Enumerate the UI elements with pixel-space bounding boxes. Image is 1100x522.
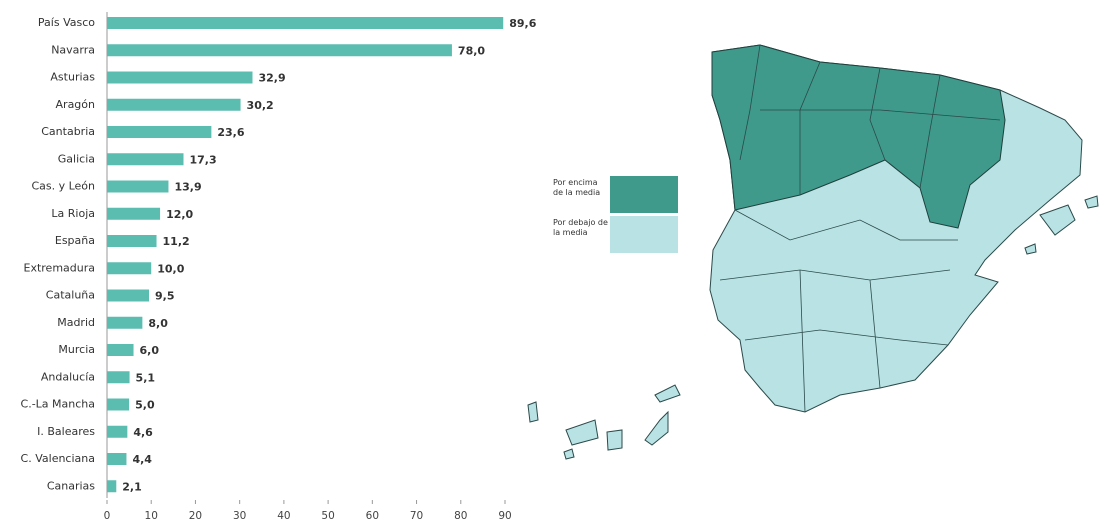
map-island — [644, 410, 669, 446]
bar — [107, 371, 130, 384]
legend-swatch — [610, 216, 678, 253]
bar — [107, 44, 452, 57]
y-tick-label: Galicia — [58, 152, 95, 165]
value-label: 32,9 — [258, 72, 285, 85]
y-tick-label: C.-La Mancha — [21, 398, 95, 411]
y-tick-label: País Vasco — [38, 16, 95, 29]
map-region — [711, 44, 1006, 229]
x-tick-label: 10 — [145, 510, 158, 522]
y-tick-label: Cas. y León — [31, 180, 95, 193]
legend-label: Por debajo de la media — [553, 218, 608, 237]
x-tick-label: 50 — [321, 510, 334, 522]
x-tick-label: 20 — [189, 510, 202, 522]
legend-swatch — [610, 176, 678, 213]
bar — [107, 98, 241, 111]
map-border — [719, 44, 1001, 413]
bar — [107, 344, 134, 356]
map-island — [1039, 204, 1076, 236]
y-tick-label: Aragón — [56, 98, 96, 111]
y-tick-label: Cantabria — [41, 125, 95, 138]
map — [527, 44, 1099, 460]
value-label: 89,6 — [509, 17, 536, 30]
value-label: 2,1 — [122, 480, 142, 493]
x-tick-label: 30 — [233, 510, 246, 522]
y-tick-label: C. Valenciana — [21, 452, 95, 465]
value-label: 9,5 — [155, 290, 175, 303]
bar — [107, 126, 212, 138]
y-tick-label: Asturias — [50, 71, 95, 84]
bar — [107, 71, 253, 84]
x-tick-label: 80 — [454, 510, 467, 522]
bar — [107, 180, 169, 193]
bar — [107, 262, 152, 275]
bar — [107, 398, 130, 411]
y-tick-label: España — [55, 234, 95, 247]
map-island — [527, 401, 539, 423]
y-tick-label: Extremadura — [24, 261, 96, 274]
x-tick-label: 90 — [498, 510, 511, 522]
value-label: 5,1 — [136, 371, 156, 384]
bar — [107, 235, 157, 247]
bar — [107, 17, 504, 29]
y-tick-label: Navarra — [51, 43, 95, 56]
y-tick-label: I. Baleares — [37, 425, 95, 438]
value-label: 78,0 — [458, 44, 485, 57]
value-label: 8,0 — [148, 317, 168, 330]
x-tick-label: 40 — [277, 510, 290, 522]
x-tick-label: 70 — [410, 510, 423, 522]
value-label: 17,3 — [190, 153, 217, 166]
value-label: 30,2 — [247, 99, 274, 112]
bar — [107, 316, 143, 329]
y-tick-label: Cataluña — [46, 289, 95, 302]
value-label: 4,4 — [132, 453, 152, 466]
bar — [107, 425, 128, 438]
value-label: 10,0 — [157, 262, 184, 275]
map-island — [563, 448, 575, 460]
y-tick-label: Andalucía — [41, 370, 95, 383]
value-label: 6,0 — [140, 344, 160, 357]
y-tick-label: Murcia — [58, 343, 95, 356]
y-tick-label: La Rioja — [51, 207, 95, 220]
bar — [107, 480, 117, 493]
value-label: 23,6 — [217, 126, 244, 139]
y-tick-label: Madrid — [57, 316, 95, 329]
map-island — [1024, 243, 1037, 255]
value-label: 11,2 — [163, 235, 190, 248]
map-island — [565, 419, 599, 446]
y-tick-label: Canarias — [47, 479, 95, 492]
bar — [107, 153, 184, 166]
x-tick-label: 60 — [366, 510, 379, 522]
bar — [107, 453, 127, 465]
bar — [107, 207, 161, 220]
value-label: 5,0 — [135, 399, 155, 412]
value-label: 4,6 — [133, 426, 153, 439]
value-label: 12,0 — [166, 208, 193, 221]
x-tick-label: 0 — [104, 510, 111, 522]
legend-label: Por encima de la media — [553, 178, 601, 197]
map-island — [1084, 195, 1099, 209]
value-label: 13,9 — [174, 181, 201, 194]
map-island — [654, 384, 681, 403]
map-island — [606, 429, 623, 451]
bar — [107, 289, 150, 302]
